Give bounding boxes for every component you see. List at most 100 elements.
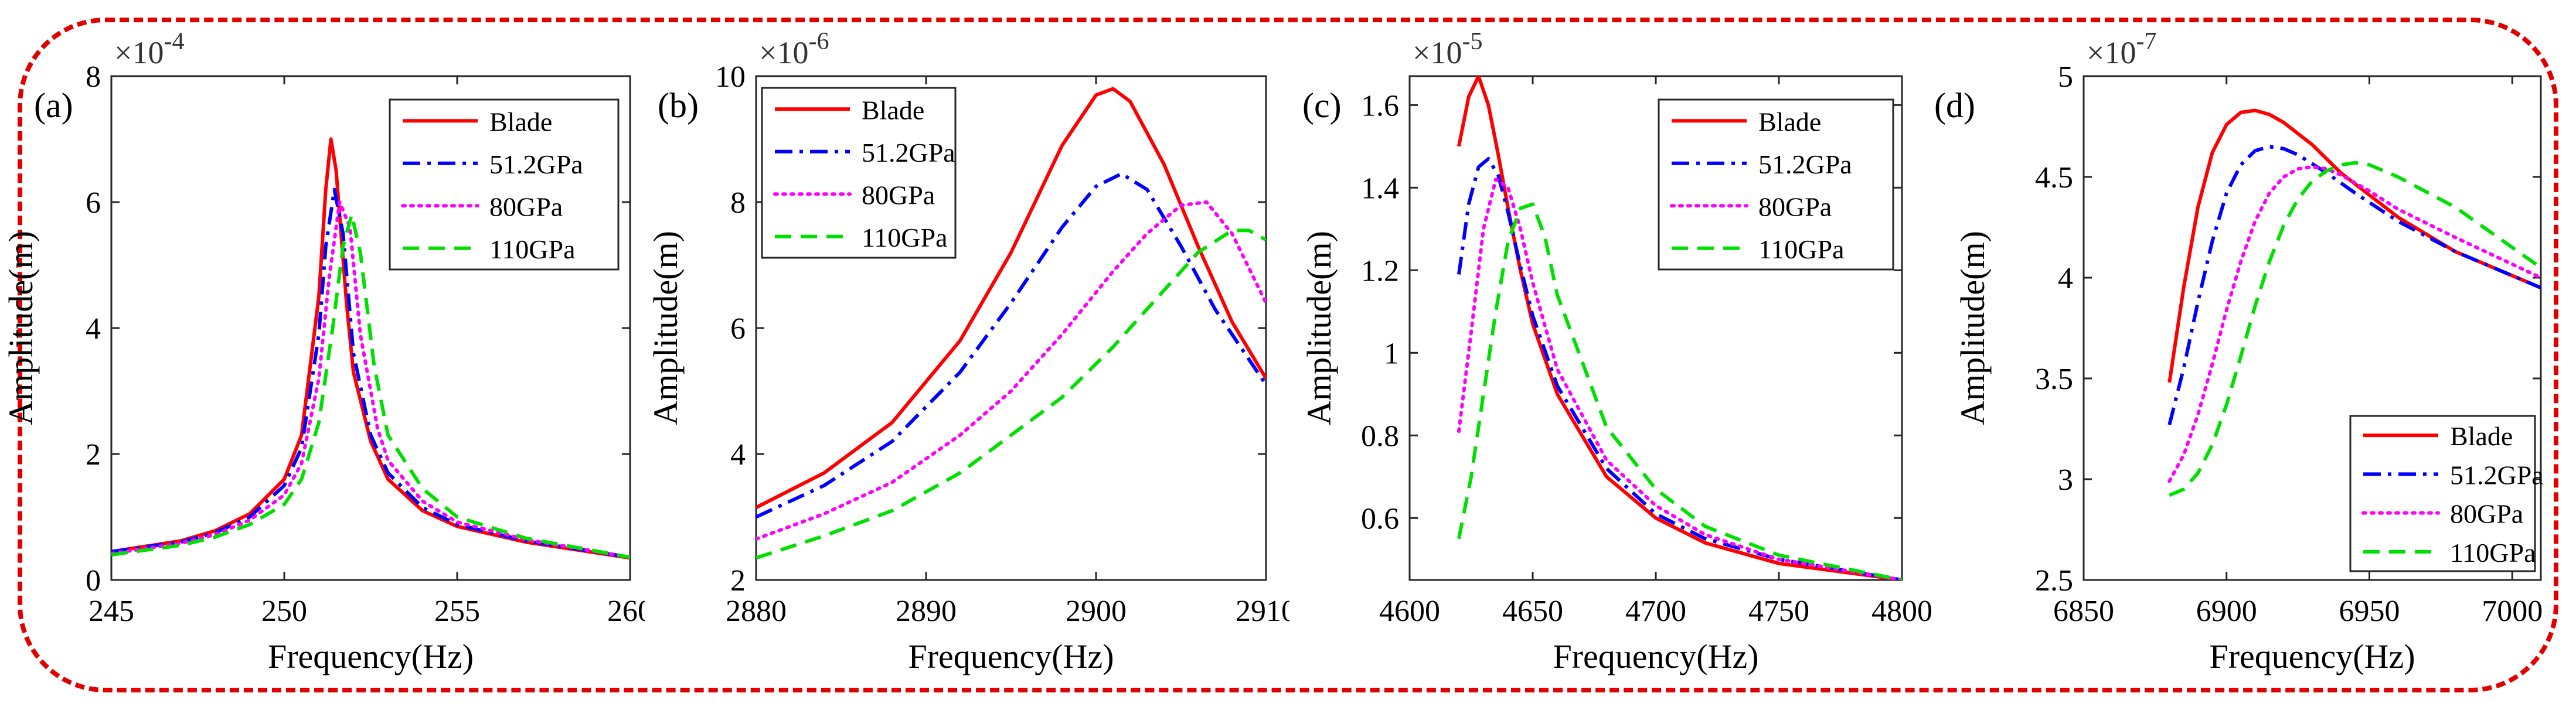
- y-tick-label: 4: [2058, 262, 2073, 295]
- panel-b-chart: 2880 2890 2900 2910 2 4 6 8 10 (b) ×10-6 Frequency(…: [646, 28, 1289, 675]
- legend-label: Blade: [1758, 107, 1821, 136]
- exponent-power: -6: [808, 28, 829, 55]
- y-tick-label: 4: [86, 312, 101, 346]
- y-tick-label: 8: [730, 186, 746, 220]
- series-line-110gpa: [2169, 161, 2541, 497]
- x-tick-label: 4750: [1748, 595, 1809, 628]
- x-axis-label: Frequency(Hz): [1553, 637, 1758, 675]
- x-tick-label: 250: [261, 595, 307, 628]
- series-line-51.2gpa: [111, 187, 630, 559]
- legend-label: 80GPa: [489, 192, 563, 221]
- y-tick-label: 2: [730, 564, 746, 598]
- y-tick-label: 2.5: [2035, 564, 2073, 598]
- dashed-frame: [18, 18, 2558, 692]
- series-line-51.2gpa: [756, 172, 1266, 519]
- legend-label: 51.2GPa: [2450, 460, 2544, 490]
- x-tick-label: 2900: [1066, 595, 1127, 628]
- axis-exponent: ×10-4: [114, 28, 184, 70]
- axes-box: [2082, 75, 2542, 581]
- legend-label: 51.2GPa: [862, 138, 955, 168]
- y-tick-label: 1.4: [1361, 172, 1399, 205]
- series-line-110gpa: [756, 228, 1266, 560]
- legend-label: 110GPa: [2450, 538, 2536, 568]
- panel-c-chart: 4600 4650 4700 4750 4800 0.6 0.8 1 1.2 1.4 1.6 (c) ×…: [1300, 28, 1932, 675]
- x-tick-label: 245: [89, 595, 134, 628]
- series-line-80gpa: [2167, 165, 2541, 483]
- legend-label: 80GPa: [862, 180, 935, 210]
- legend-box: [761, 87, 957, 259]
- exponent-base: ×10: [1413, 35, 1462, 70]
- x-tick-label: 2910: [1236, 595, 1289, 628]
- y-tick-label: 0: [86, 564, 101, 598]
- series-line-51.2gpa: [2167, 145, 2541, 425]
- legend-label: 110GPa: [489, 234, 576, 264]
- x-tick-label: 6950: [2339, 595, 2400, 628]
- y-tick-label: 6: [86, 186, 101, 220]
- exponent-power: -7: [2136, 28, 2156, 55]
- x-axis-label: Frequency(Hz): [268, 637, 474, 675]
- legend-label: 110GPa: [862, 223, 948, 252]
- legend-label: Blade: [489, 107, 552, 136]
- y-axis-label: Amplitude(m): [646, 231, 685, 425]
- legend-label: 80GPa: [1758, 192, 1832, 221]
- exponent-power: -5: [1462, 28, 1482, 55]
- x-tick-label: 6850: [2053, 595, 2114, 628]
- exponent-base: ×10: [2087, 35, 2136, 70]
- legend-box: [1658, 98, 1894, 271]
- y-axis-label: Amplitude(m): [2, 231, 40, 425]
- panel-d-chart: 6850 6900 6950 7000 2.5 3 3.5 4 4.5 5 (d) ×10-7 Freq…: [1934, 28, 2544, 675]
- series-line-110gpa: [111, 213, 630, 559]
- exponent-base: ×10: [759, 35, 808, 70]
- legend: Blade 51.2GPa 80GPa 110GPa: [1658, 98, 1894, 271]
- y-tick-label: 1: [1384, 337, 1399, 370]
- axis-exponent: ×10-5: [1413, 28, 1482, 70]
- x-tick-label: 6900: [2196, 595, 2257, 628]
- panel-label: (b): [658, 86, 699, 125]
- x-tick-label: 4650: [1502, 595, 1563, 628]
- y-tick-label: 3.5: [2035, 363, 2073, 396]
- series-line-blade: [111, 137, 630, 560]
- legend-label: Blade: [862, 95, 924, 125]
- axis-exponent: ×10-6: [759, 28, 829, 70]
- legend: Blade 51.2GPa 80GPa 110GPa: [389, 98, 620, 271]
- y-tick-label: 4.5: [2035, 161, 2073, 194]
- y-axis-label: Amplitude(m): [1954, 231, 1992, 425]
- x-tick-label: 2880: [726, 595, 787, 628]
- legend-label: 80GPa: [2450, 499, 2523, 529]
- panel-label: (d): [1934, 86, 1975, 125]
- series-line-blade: [1457, 76, 1902, 580]
- series-line-110gpa: [1457, 202, 1902, 580]
- panel-label: (a): [34, 86, 73, 125]
- y-tick-label: 1.2: [1361, 254, 1399, 288]
- y-tick-label: 5: [2058, 60, 2073, 94]
- series-line-blade: [2167, 108, 2541, 383]
- x-tick-label: 4600: [1379, 595, 1440, 628]
- legend-label: 51.2GPa: [489, 149, 583, 179]
- y-tick-label: 6: [730, 312, 746, 346]
- x-axis-label: Frequency(Hz): [908, 637, 1114, 675]
- x-tick-label: 255: [434, 595, 480, 628]
- exponent-power: -4: [164, 28, 184, 55]
- axis-exponent: ×10-7: [2087, 28, 2156, 70]
- legend-label: 51.2GPa: [1758, 149, 1852, 179]
- x-tick-label: 4700: [1625, 595, 1686, 628]
- panel-label: (c): [1302, 86, 1342, 125]
- x-axis-label: Frequency(Hz): [2209, 637, 2415, 675]
- y-tick-label: 0.6: [1361, 502, 1399, 535]
- y-tick-label: 10: [715, 60, 746, 94]
- y-tick-label: 0.8: [1361, 419, 1399, 453]
- y-tick-label: 1.6: [1361, 89, 1399, 122]
- panel-a-chart: 245 250 255 260 0 2 4 6 8 (a) ×10-4 Frequency(Hz) Am…: [2, 28, 645, 675]
- legend-box: [389, 98, 620, 271]
- legend-label: Blade: [2450, 421, 2513, 451]
- y-tick-label: 4: [730, 438, 746, 472]
- y-axis-label: Amplitude(m): [1300, 231, 1338, 425]
- y-tick-label: 3: [2058, 463, 2073, 497]
- legend: Blade 51.2GPa 80GPa 110GPa: [2349, 415, 2544, 572]
- series-line-51.2gpa: [1457, 157, 1902, 580]
- exponent-base: ×10: [114, 35, 164, 70]
- x-tick-label: 2890: [896, 595, 957, 628]
- x-tick-label: 4800: [1871, 595, 1932, 628]
- legend-box: [2349, 415, 2536, 572]
- y-tick-label: 8: [86, 60, 101, 94]
